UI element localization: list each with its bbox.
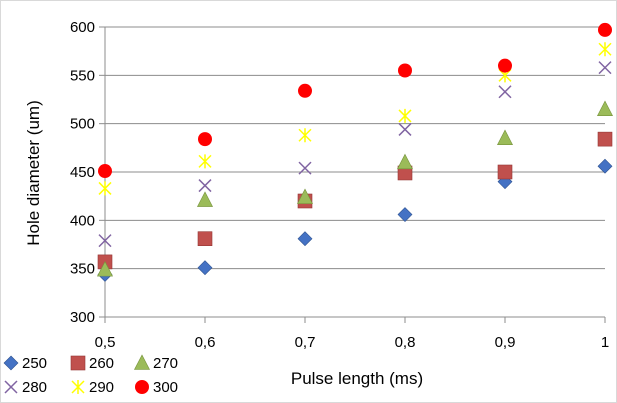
data-point-280-2 xyxy=(298,161,312,175)
data-point-300-2 xyxy=(298,83,312,98)
data-points xyxy=(97,22,613,282)
data-point-300-3 xyxy=(398,63,412,78)
data-point-300-1 xyxy=(198,132,212,147)
data-point-270-2 xyxy=(297,188,313,204)
data-point-270-3 xyxy=(397,153,413,170)
data-point-290-3 xyxy=(398,108,412,123)
legend-marker-250 xyxy=(3,355,19,371)
x-tick-label: 0,6 xyxy=(195,334,216,351)
y-tick-label: 350 xyxy=(70,261,95,278)
y-tick-label: 400 xyxy=(70,212,95,229)
data-point-250-5 xyxy=(597,158,613,174)
data-point-270-5 xyxy=(597,100,613,116)
data-point-270-0 xyxy=(97,260,113,277)
axes xyxy=(99,26,606,323)
legend-marker-280 xyxy=(4,380,18,394)
data-point-260-4 xyxy=(497,164,513,180)
x-tick-label: 0,9 xyxy=(495,334,516,351)
data-point-300-5 xyxy=(598,22,612,37)
data-point-280-3 xyxy=(398,122,412,136)
data-point-250-1 xyxy=(197,260,213,276)
legend-label: 260 xyxy=(89,355,114,372)
legend-marker-260 xyxy=(70,355,86,371)
y-tick-label: 500 xyxy=(70,116,95,133)
y-tick-label: 550 xyxy=(70,67,95,84)
data-point-280-4 xyxy=(498,85,512,99)
data-point-280-0 xyxy=(98,234,112,248)
legend-label: 300 xyxy=(153,379,178,396)
data-point-270-1 xyxy=(197,191,213,207)
data-point-290-5 xyxy=(598,42,612,57)
data-point-300-0 xyxy=(98,164,112,179)
x-tick-label: 0,5 xyxy=(95,334,116,351)
y-tick-label: 450 xyxy=(70,164,95,181)
legend-label: 270 xyxy=(153,355,178,372)
data-point-260-5 xyxy=(597,131,613,147)
y-tick-labels: 300 350 400 450 500 550 600 xyxy=(70,19,95,326)
data-point-260-1 xyxy=(197,231,213,246)
data-point-250-3 xyxy=(397,207,413,222)
x-tick-label: 0,7 xyxy=(295,334,316,351)
gridlines xyxy=(105,26,605,270)
data-point-290-0 xyxy=(98,181,112,196)
legend-marker-300 xyxy=(135,380,149,394)
data-point-270-4 xyxy=(497,129,513,145)
x-axis-title: Pulse length (ms) xyxy=(291,369,423,388)
y-axis-title: Hole diameter (um) xyxy=(24,100,43,246)
data-point-280-1 xyxy=(198,179,212,193)
legend-label: 280 xyxy=(22,379,47,396)
legend-label: 250 xyxy=(22,355,47,372)
data-point-290-1 xyxy=(198,154,212,169)
data-point-280-5 xyxy=(598,61,612,75)
y-tick-label: 300 xyxy=(70,309,95,326)
x-tick-label: 1 xyxy=(601,334,609,351)
legend-marker-290 xyxy=(71,380,85,394)
x-tick-labels: 0,5 0,6 0,7 0,8 0,9 1 xyxy=(95,334,610,351)
data-point-290-2 xyxy=(298,128,312,143)
legend: 250 260 270 280 290 300 xyxy=(3,354,178,396)
data-point-250-2 xyxy=(297,231,313,247)
y-tick-label: 600 xyxy=(70,19,95,36)
legend-marker-270 xyxy=(134,354,150,370)
legend-label: 290 xyxy=(89,379,114,396)
x-tick-label: 0,8 xyxy=(395,334,416,351)
data-point-300-4 xyxy=(498,58,512,73)
